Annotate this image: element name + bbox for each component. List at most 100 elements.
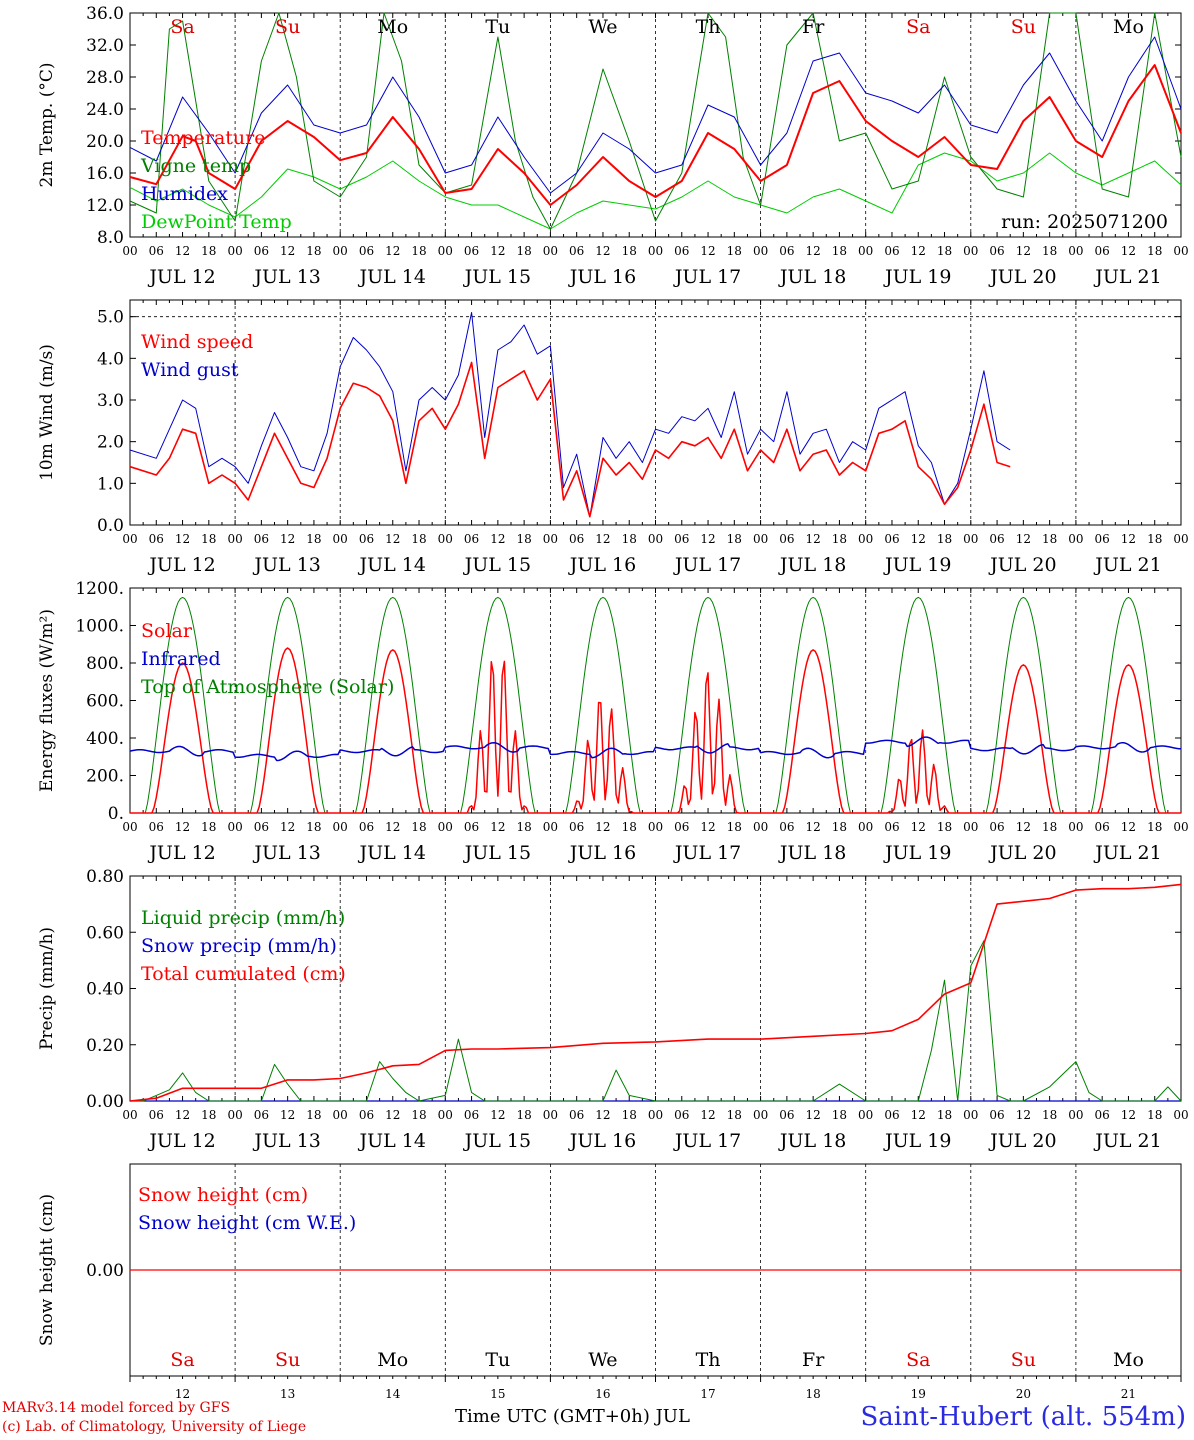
hour-tick-label: 12 — [1121, 532, 1136, 546]
hour-tick-label: 06 — [359, 1108, 374, 1122]
hour-tick-label: 12 — [1016, 532, 1031, 546]
hour-tick-label: 00 — [753, 532, 768, 546]
date-label: JUL 18 — [778, 266, 846, 288]
hour-tick-label: 12 — [1121, 244, 1136, 258]
hour-tick-label: 00 — [753, 820, 768, 834]
date-label: JUL 18 — [778, 1130, 846, 1152]
y-tick-label: 8.0 — [97, 228, 124, 248]
hour-tick-label: 18 — [306, 820, 321, 834]
day-number-label: 16 — [595, 1387, 610, 1400]
hour-tick-label: 06 — [1095, 244, 1110, 258]
humidexseries-line — [129, 36, 1182, 194]
hour-tick-label: 00 — [438, 532, 453, 546]
date-label: JUL 13 — [252, 266, 320, 288]
date-label: JUL 16 — [568, 842, 636, 864]
hour-tick-label: 06 — [254, 532, 269, 546]
legend-entry: Top of Atmosphere (Solar) — [141, 676, 394, 698]
hour-tick-label: 18 — [516, 1108, 531, 1122]
hour-tick-label: 12 — [490, 532, 505, 546]
hour-tick-label: 00 — [648, 244, 663, 258]
hour-tick-label: 18 — [622, 532, 637, 546]
day-number-label: 18 — [806, 1387, 821, 1400]
hour-tick-label: 18 — [1042, 532, 1057, 546]
hour-tick-label: 12 — [911, 820, 926, 834]
day-name-label: We — [588, 16, 617, 38]
hour-tick-label: 12 — [1016, 1108, 1031, 1122]
hour-tick-label: 18 — [411, 1108, 426, 1122]
hour-tick-label: 18 — [832, 820, 847, 834]
hour-tick-label: 06 — [359, 244, 374, 258]
hour-tick-label: 06 — [464, 244, 479, 258]
y-tick-label: 800. — [86, 654, 124, 674]
y-tick-label: 0.40 — [86, 980, 124, 1000]
day-name-label: Su — [275, 16, 300, 38]
hour-tick-label: 00 — [122, 532, 137, 546]
hour-tick-label: 18 — [727, 820, 742, 834]
wind-frame — [129, 299, 1182, 526]
hour-tick-label: 18 — [1147, 532, 1162, 546]
hour-tick-label: 18 — [727, 532, 742, 546]
day-number-label: 14 — [385, 1387, 401, 1400]
hour-tick-label: 06 — [359, 820, 374, 834]
wind-speed-series-line — [129, 361, 1011, 518]
hour-tick-label: 00 — [227, 532, 242, 546]
hour-tick-label: 00 — [122, 1108, 137, 1122]
date-label: JUL 17 — [673, 1130, 741, 1152]
date-label: JUL 19 — [883, 1130, 951, 1152]
day-number-label: 21 — [1121, 1387, 1136, 1400]
day-name-label: Mo — [1113, 16, 1144, 38]
hour-tick-label: 12 — [385, 1108, 400, 1122]
legend-entry: Wind speed — [141, 331, 253, 353]
hour-tick-label: 06 — [569, 244, 584, 258]
temperatureseries-line — [129, 64, 1182, 206]
date-label: JUL 14 — [358, 266, 426, 288]
day-name-label: Th — [696, 1349, 721, 1371]
y-tick-label: 600. — [86, 692, 124, 712]
day-number-label: 19 — [911, 1387, 926, 1400]
day-name-label: Su — [275, 1349, 300, 1371]
hour-tick-label: 18 — [622, 244, 637, 258]
hour-tick-label: 18 — [1042, 820, 1057, 834]
hour-tick-label: 06 — [674, 532, 689, 546]
solar-series-line — [130, 647, 1181, 814]
date-label: JUL 20 — [988, 1130, 1056, 1152]
hour-tick-label: 18 — [832, 244, 847, 258]
hour-tick-label: 00 — [1068, 820, 1083, 834]
hour-tick-label: 12 — [1121, 1108, 1136, 1122]
hour-tick-label: 06 — [254, 820, 269, 834]
hour-tick-label: 00 — [963, 532, 978, 546]
day-name-label: Sa — [906, 1349, 930, 1371]
hour-tick-label: 00 — [333, 820, 348, 834]
vigne-tempseries-line — [129, 12, 1182, 230]
legend-entry: Liquid precip (mm/h) — [141, 907, 345, 929]
hour-tick-label: 18 — [937, 532, 952, 546]
hour-tick-label: 00 — [1173, 532, 1188, 546]
hour-tick-label: 00 — [543, 532, 558, 546]
hour-tick-label: 18 — [306, 532, 321, 546]
hour-tick-label: 12 — [385, 244, 400, 258]
hour-tick-label: 06 — [149, 1108, 164, 1122]
day-name-label: Su — [1011, 1349, 1036, 1371]
hour-tick-label: 12 — [806, 532, 821, 546]
hour-tick-label: 18 — [622, 1108, 637, 1122]
hour-tick-label: 06 — [149, 532, 164, 546]
hour-tick-label: 00 — [858, 244, 873, 258]
hour-tick-label: 00 — [333, 1108, 348, 1122]
date-label: JUL 17 — [673, 842, 741, 864]
date-label: JUL 16 — [568, 1130, 636, 1152]
date-label: JUL 12 — [147, 266, 215, 288]
hour-tick-label: 06 — [149, 244, 164, 258]
hour-tick-label: 18 — [411, 820, 426, 834]
legend-entry: Wind gust — [141, 359, 239, 381]
hour-tick-label: 18 — [1147, 1108, 1162, 1122]
hour-tick-label: 18 — [937, 820, 952, 834]
legend-entry: Snow height (cm) — [138, 1184, 308, 1206]
hour-tick-label: 06 — [1095, 532, 1110, 546]
y-tick-label: 16.0 — [86, 164, 124, 184]
hour-tick-label: 00 — [648, 532, 663, 546]
hour-tick-label: 06 — [779, 244, 794, 258]
hour-tick-label: 12 — [911, 532, 926, 546]
legend-entry: Snow height (cm W.E.) — [138, 1212, 356, 1234]
day-number-label: 17 — [700, 1387, 715, 1400]
hour-tick-label: 00 — [543, 1108, 558, 1122]
